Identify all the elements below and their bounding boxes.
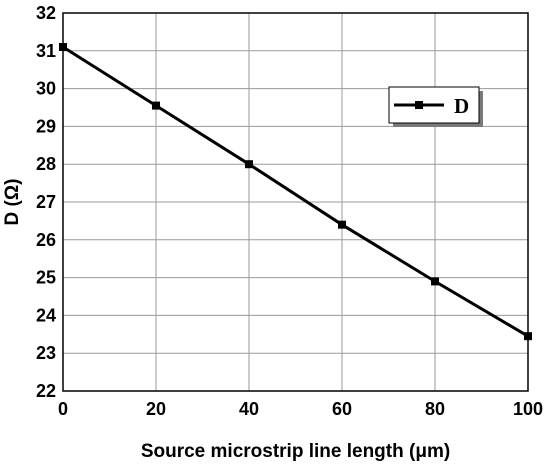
legend: D — [388, 86, 483, 127]
y-tick-label: 28 — [36, 154, 56, 174]
data-point — [431, 277, 439, 286]
x-tick-label: 100 — [513, 399, 543, 419]
y-tick-label: 32 — [36, 3, 56, 23]
x-tick-label: 40 — [239, 399, 259, 419]
x-tick-label: 0 — [58, 399, 68, 419]
x-axis-label: Source microstrip line length (μm) — [141, 441, 450, 462]
x-tick-label: 60 — [332, 399, 352, 419]
y-tick-label: 31 — [36, 41, 56, 61]
data-point — [152, 101, 160, 110]
y-tick-label: 24 — [36, 305, 56, 325]
legend-marker — [415, 101, 423, 109]
grid — [62, 12, 529, 392]
x-tick-label: 80 — [425, 399, 445, 419]
y-ticks: 22 23 24 25 26 27 28 29 30 31 32 — [36, 3, 56, 401]
y-tick-label: 26 — [36, 230, 56, 250]
y-axis-label: D (Ω) — [2, 179, 23, 226]
y-tick-label: 29 — [36, 116, 56, 136]
data-point — [338, 220, 346, 229]
y-tick-label: 23 — [36, 343, 56, 363]
x-tick-label: 20 — [146, 399, 166, 419]
y-tick-label: 30 — [36, 79, 56, 99]
y-tick-label: 27 — [36, 192, 56, 212]
x-ticks: 0 20 40 60 80 100 — [58, 399, 543, 419]
plot-frame — [62, 12, 529, 392]
y-tick-label: 22 — [36, 381, 56, 401]
series-line — [62, 45, 529, 338]
y-tick-label: 25 — [36, 268, 56, 288]
legend-label: D — [454, 94, 469, 118]
data-point — [245, 160, 253, 169]
